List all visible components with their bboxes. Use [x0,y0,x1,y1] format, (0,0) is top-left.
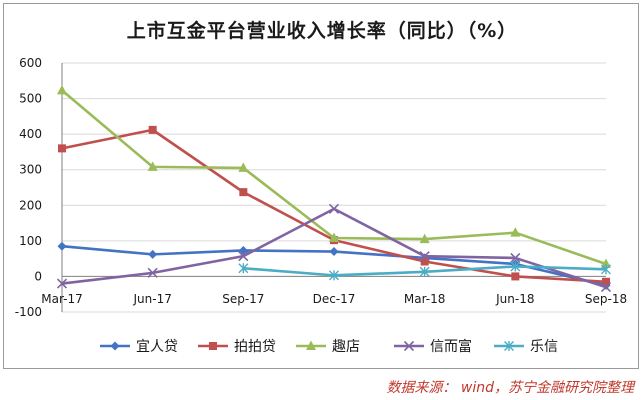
legend-marker [504,341,514,351]
data-point [510,252,521,263]
data-point [57,241,67,251]
legend-label: 信而富 [430,338,472,355]
x-tick-label: Sep-18 [585,292,627,306]
data-point [58,144,66,153]
x-tick-label: Mar-18 [404,292,445,306]
data-point [420,257,429,266]
legend-label: 拍拍贷 [234,339,276,355]
data-point [600,282,612,293]
data-point [147,161,158,171]
data-point [328,203,340,214]
y-tick-label: 400 [19,127,42,141]
series-line-2 [61,128,607,284]
x-tick-label: Mar-17 [41,292,82,306]
data-point [148,249,158,259]
data-point [238,245,248,255]
y-tick-label: 600 [19,56,42,70]
y-tick-label: 100 [19,234,42,248]
data-point [329,270,339,281]
data-point [510,261,521,272]
source-note: 数据来源： wind，苏宁金融研究院整理 [386,380,634,396]
data-point [238,263,249,274]
legend-label: 趣店 [332,339,360,355]
data-point [56,278,68,289]
chart-title: 上市互金平台营业收入增长率（同比）（%） [126,20,518,42]
y-tick-label: 200 [19,198,42,212]
x-tick-label: Sep-17 [222,292,264,306]
data-point [510,227,521,237]
x-tick-label: Jun-18 [495,292,534,306]
data-point [238,162,249,172]
legend-marker [306,340,316,350]
legend-label: 宜人贷 [136,339,178,355]
data-point [419,233,430,244]
data-point [419,251,430,262]
y-tick-label: -100 [15,305,42,319]
data-point [511,272,520,281]
data-point [419,266,430,277]
data-point [601,264,611,275]
data-point [148,125,157,134]
legend-marker [403,340,415,352]
x-tick-label: Dec-17 [313,292,356,306]
y-tick-label: 0 [34,269,42,283]
data-point [238,251,249,262]
data-point [57,84,67,95]
data-point [239,188,248,197]
data-point [601,258,611,268]
legend-label: 乐信 [530,339,558,355]
line-chart: -100 0 100 200 300 400 500 600 Mar-17 Jun-17 Sep-1… [15,56,627,355]
data-point [147,267,158,278]
legend-marker [209,342,217,350]
data-point [329,232,339,243]
data-point [602,277,610,286]
x-tick-label: Jun-17 [132,292,171,306]
data-point [329,247,339,257]
legend-marker [110,341,120,351]
chart-frame [3,3,639,369]
y-tick-label: 500 [19,92,42,106]
y-tick-label: 300 [19,163,42,177]
